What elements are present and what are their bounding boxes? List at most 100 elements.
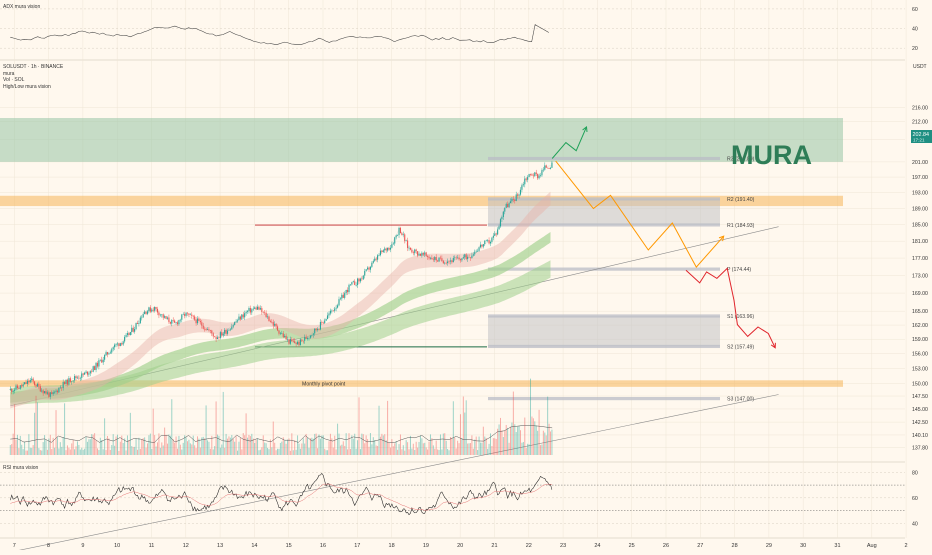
y-tick-label: 159.00 bbox=[912, 337, 928, 343]
pivot-level-label: R2 (191.40) bbox=[727, 197, 755, 203]
candle-body bbox=[295, 343, 297, 345]
candle-body bbox=[299, 339, 301, 346]
volume-bar bbox=[234, 441, 236, 455]
candle-body bbox=[144, 311, 146, 315]
candle-body bbox=[19, 385, 21, 389]
volume-bar bbox=[391, 439, 393, 455]
adx-tick-label: 60 bbox=[912, 7, 918, 13]
symbol-title[interactable]: SOLUSDT · 1h · BINANCE bbox=[3, 64, 64, 70]
volume-bar bbox=[18, 448, 20, 455]
candle-body bbox=[189, 314, 191, 316]
indicator-mura[interactable]: mura bbox=[3, 70, 15, 77]
candle-body bbox=[402, 234, 404, 235]
candle-body bbox=[169, 322, 171, 324]
candle-body bbox=[158, 312, 160, 316]
volume-bar bbox=[488, 443, 490, 455]
candle-body bbox=[41, 390, 43, 392]
volume-bar bbox=[301, 443, 303, 455]
volume-bar bbox=[314, 433, 316, 455]
volume-bar bbox=[334, 435, 336, 455]
volume-bar bbox=[428, 441, 430, 455]
volume-bar bbox=[148, 435, 150, 455]
candle-body bbox=[424, 252, 426, 255]
volume-bar bbox=[191, 444, 193, 455]
candle-body bbox=[174, 320, 176, 323]
volume-bar bbox=[41, 450, 43, 455]
volume-bar bbox=[99, 437, 101, 455]
volume-bar bbox=[517, 426, 519, 455]
volume-bar bbox=[431, 438, 433, 455]
volume-bar bbox=[257, 438, 259, 455]
indicator-highlow[interactable]: High/Low mura vision bbox=[3, 83, 51, 90]
candle-body bbox=[226, 330, 229, 334]
volume-bar bbox=[535, 425, 537, 455]
bearish-red-path bbox=[685, 267, 776, 349]
adx-tick-label: 20 bbox=[912, 46, 918, 52]
candle-body bbox=[39, 386, 41, 392]
volume-bar bbox=[439, 434, 441, 455]
volume-bar bbox=[372, 437, 374, 455]
volume-bar bbox=[474, 439, 476, 455]
candle-body bbox=[68, 378, 70, 385]
candle-body bbox=[248, 308, 250, 311]
volume-bar bbox=[455, 448, 457, 455]
volume-bar bbox=[375, 445, 377, 455]
volume-bar bbox=[94, 433, 96, 455]
volume-bar bbox=[56, 437, 58, 455]
volume-bar bbox=[171, 399, 173, 455]
volume-bar bbox=[125, 450, 127, 455]
indicator-volume[interactable]: Vol · SOL bbox=[3, 77, 25, 83]
time-axis[interactable]: 7 8 9 10 11 12 13 14 15 16 17 18 19 20 21 22 23 24 25 26 27 2… bbox=[13, 543, 908, 549]
candle-body bbox=[549, 167, 552, 169]
volume-bar bbox=[311, 437, 313, 455]
volume-bar bbox=[518, 425, 520, 455]
candle-body bbox=[391, 244, 393, 248]
candle-body bbox=[141, 317, 143, 319]
candle-body bbox=[264, 312, 266, 313]
candle-body bbox=[222, 333, 224, 336]
candle-body bbox=[52, 392, 54, 395]
resistance-zone bbox=[0, 118, 843, 162]
candle-body bbox=[242, 314, 244, 318]
volume-bar bbox=[152, 408, 154, 455]
x-tick-label: 22 bbox=[526, 543, 532, 549]
bullish-green-path bbox=[551, 126, 587, 159]
candle-body bbox=[348, 284, 350, 293]
candle-body bbox=[178, 320, 180, 325]
volume-bar bbox=[208, 441, 210, 455]
volume-bar bbox=[329, 433, 331, 455]
volume-bar bbox=[76, 441, 78, 455]
candle-body bbox=[529, 174, 532, 175]
candle-body bbox=[34, 381, 36, 385]
volume-bar bbox=[105, 450, 107, 455]
candle-body bbox=[507, 203, 509, 208]
volume-bar bbox=[175, 436, 177, 455]
volume-bar bbox=[116, 434, 118, 455]
rsi-tick-label: 40 bbox=[912, 521, 918, 527]
volume-bar bbox=[484, 436, 486, 455]
candle-body bbox=[468, 256, 470, 258]
volume-bar bbox=[395, 441, 397, 455]
candle-body bbox=[198, 318, 200, 322]
volume-bar bbox=[119, 441, 121, 455]
volume-bar bbox=[81, 447, 83, 455]
volume-bar bbox=[68, 447, 70, 455]
volume-bar bbox=[134, 446, 136, 455]
candle-body bbox=[272, 322, 274, 326]
y-tick-label: 142.50 bbox=[912, 420, 928, 426]
pivot-level-label: S3 (147.00) bbox=[727, 397, 754, 403]
volume-bar bbox=[185, 437, 187, 455]
candle-body bbox=[362, 275, 364, 280]
volume-bar bbox=[378, 405, 380, 455]
candle-body bbox=[161, 314, 163, 315]
candle-body bbox=[301, 339, 303, 341]
candle-body bbox=[14, 389, 16, 391]
volume-bar bbox=[435, 440, 437, 455]
volume-bar bbox=[389, 447, 391, 455]
x-tick-label: 17 bbox=[354, 543, 360, 549]
volume-bar bbox=[472, 448, 474, 455]
candle-body bbox=[479, 244, 482, 248]
candle-body bbox=[332, 310, 334, 312]
candle-body bbox=[411, 249, 413, 253]
